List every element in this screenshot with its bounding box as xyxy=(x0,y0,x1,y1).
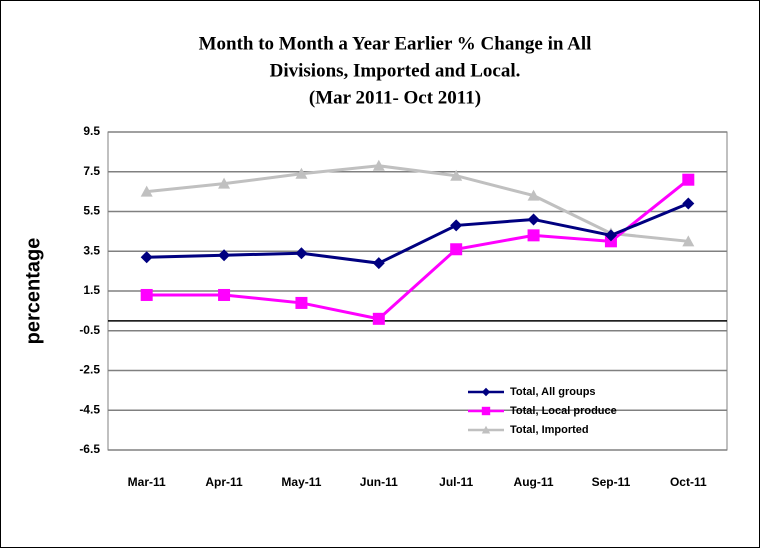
point xyxy=(682,173,695,186)
y-tick-label: -0.5 xyxy=(79,323,100,337)
y-tick-label: 7.5 xyxy=(83,164,100,178)
series-line xyxy=(146,164,689,243)
series-line xyxy=(146,202,689,265)
legend-marker xyxy=(481,387,491,397)
point xyxy=(372,312,385,325)
y-tick-label: -2.5 xyxy=(79,363,100,377)
legend-label: Total, All groups xyxy=(510,386,596,398)
point xyxy=(140,251,153,264)
x-tick-label: May-11 xyxy=(281,475,321,489)
legend-label: Total, Imported xyxy=(510,424,589,436)
point xyxy=(140,185,153,197)
y-tick-label: 3.5 xyxy=(83,243,100,257)
x-tick-label: Mar-11 xyxy=(128,475,166,489)
x-tick-label: Jun-11 xyxy=(360,475,398,489)
point xyxy=(527,213,540,226)
point xyxy=(372,159,385,171)
x-tick-label: Aug-11 xyxy=(514,475,554,489)
point xyxy=(218,177,231,189)
point xyxy=(295,167,308,179)
point xyxy=(450,169,463,181)
x-tick-label: Apr-11 xyxy=(205,475,243,489)
y-tick-label: 1.5 xyxy=(83,283,100,297)
chart-title: Month to Month a Year Earlier % Change i… xyxy=(199,33,592,54)
x-tick-label: Oct-11 xyxy=(670,475,707,489)
point xyxy=(218,249,231,262)
point xyxy=(372,257,385,270)
y-tick-label: -4.5 xyxy=(79,402,100,416)
chart-title: (Mar 2011- Oct 2011) xyxy=(309,87,481,108)
y-tick-label: 5.5 xyxy=(83,204,100,218)
point xyxy=(450,219,463,232)
x-tick-label: Sep-11 xyxy=(592,475,631,489)
y-tick-label: 9.5 xyxy=(83,124,100,138)
point xyxy=(682,235,695,247)
point xyxy=(527,229,540,242)
point xyxy=(140,288,153,301)
series-line xyxy=(146,178,690,321)
point xyxy=(295,247,308,260)
legend-marker xyxy=(481,425,491,434)
point xyxy=(604,229,617,242)
point xyxy=(527,189,540,201)
legend-marker xyxy=(481,406,491,416)
legend-label: Total, Local produce xyxy=(510,405,617,417)
y-axis-label: percentage xyxy=(22,238,44,345)
point xyxy=(218,288,231,301)
point xyxy=(295,296,308,309)
x-tick-label: Jul-11 xyxy=(439,475,473,489)
y-tick-label: -6.5 xyxy=(79,442,100,456)
point xyxy=(450,243,463,256)
point xyxy=(682,197,695,210)
chart-title: Divisions, Imported and Local. xyxy=(270,60,521,81)
